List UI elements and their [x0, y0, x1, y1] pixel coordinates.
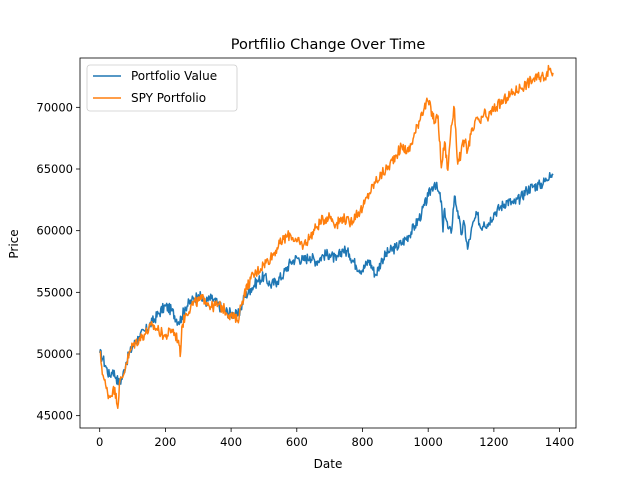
legend-label: SPY Portfolio [131, 91, 206, 105]
legend: Portfolio Value SPY Portfolio [86, 64, 238, 112]
x-axis-label: Date [314, 457, 343, 471]
x-tick-label: 0 [96, 435, 103, 449]
y-axis-label: Price [7, 229, 21, 258]
x-tick-label: 200 [154, 435, 176, 449]
y-tick-label: 70000 [36, 100, 73, 114]
x-tick-label: 400 [220, 435, 242, 449]
series-line-spy-portfolio [99, 64, 554, 410]
y-tick-label: 65000 [36, 162, 73, 176]
x-tick-label: 1000 [414, 435, 443, 449]
y-tick-label: 55000 [36, 285, 73, 299]
legend-box [86, 64, 238, 112]
x-axis: 0 200 400 600 800 1000 1200 1400 [96, 428, 574, 449]
x-tick-label: 1200 [479, 435, 508, 449]
y-axis: 45000 50000 55000 60000 65000 70000 [36, 100, 80, 423]
y-tick-label: 60000 [36, 224, 73, 238]
legend-label: Portfolio Value [131, 69, 217, 83]
y-tick-label: 45000 [36, 409, 73, 423]
x-tick-label: 600 [286, 435, 308, 449]
series-line-portfolio-value [98, 171, 554, 386]
series-layer [98, 64, 554, 410]
plot-frame [79, 57, 577, 429]
chart-title: Portfilio Change Over Time [231, 37, 426, 53]
y-tick-label: 50000 [36, 347, 73, 361]
x-tick-label: 1400 [545, 435, 574, 449]
x-tick-label: 800 [352, 435, 374, 449]
